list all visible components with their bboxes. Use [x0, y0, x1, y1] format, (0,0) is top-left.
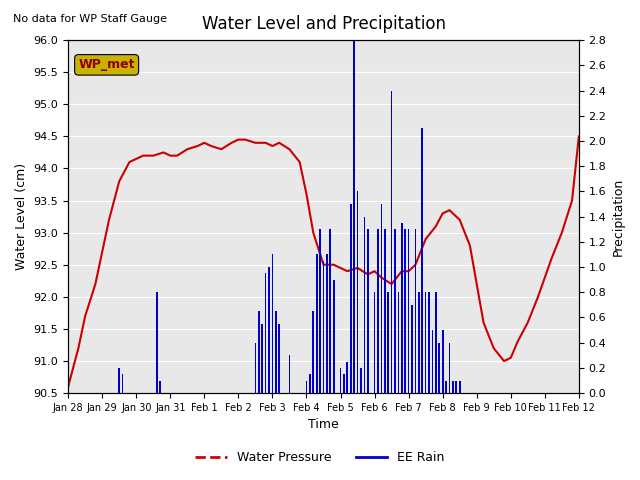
Bar	[408, 229, 410, 393]
Bar	[435, 292, 436, 393]
Bar	[118, 368, 120, 393]
Y-axis label: Water Level (cm): Water Level (cm)	[15, 163, 28, 270]
Water Pressure	[568, 198, 576, 204]
Title: Water Level and Precipitation: Water Level and Precipitation	[202, 15, 445, 33]
Bar	[330, 229, 331, 393]
Water Pressure	[507, 355, 515, 360]
Bar	[391, 91, 392, 393]
Bar	[445, 381, 447, 393]
Bar	[401, 223, 403, 393]
Bar	[275, 311, 276, 393]
Bar	[442, 330, 444, 393]
Bar	[343, 374, 345, 393]
Bar	[346, 361, 348, 393]
Bar	[312, 311, 314, 393]
Bar	[421, 128, 423, 393]
Bar	[397, 292, 399, 393]
Bar	[431, 330, 433, 393]
X-axis label: Time: Time	[308, 419, 339, 432]
Bar	[411, 305, 413, 393]
Bar	[452, 381, 454, 393]
Bar	[459, 381, 461, 393]
Bar	[364, 216, 365, 393]
Bar	[122, 374, 124, 393]
Bar	[374, 292, 376, 393]
Bar	[340, 368, 341, 393]
Bar	[159, 381, 161, 393]
Bar	[350, 204, 351, 393]
Water Pressure	[575, 133, 582, 139]
Bar	[394, 229, 396, 393]
Bar	[425, 292, 426, 393]
Bar	[415, 229, 416, 393]
Bar	[323, 261, 324, 393]
Bar	[278, 324, 280, 393]
Bar	[258, 311, 260, 393]
Water Pressure	[159, 150, 167, 156]
Bar	[356, 192, 358, 393]
Bar	[381, 204, 382, 393]
Bar	[353, 40, 355, 393]
Bar	[316, 254, 317, 393]
Bar	[387, 292, 389, 393]
Bar	[271, 254, 273, 393]
Bar	[326, 254, 328, 393]
Bar	[156, 292, 157, 393]
Text: WP_met: WP_met	[78, 59, 135, 72]
Water Pressure	[99, 249, 106, 255]
Bar	[449, 343, 451, 393]
Water Pressure	[194, 143, 202, 149]
Bar	[438, 343, 440, 393]
Bar	[309, 374, 311, 393]
Bar	[255, 343, 256, 393]
Bar	[360, 368, 362, 393]
Bar	[289, 355, 291, 393]
Bar	[306, 381, 307, 393]
Bar	[384, 229, 386, 393]
Water Pressure	[371, 268, 378, 274]
Text: No data for WP Staff Gauge: No data for WP Staff Gauge	[13, 14, 167, 24]
Bar	[418, 292, 420, 393]
Bar	[377, 229, 379, 393]
Water Pressure	[64, 384, 72, 390]
Bar	[333, 280, 335, 393]
Bar	[265, 273, 266, 393]
Bar	[268, 267, 270, 393]
Line: Water Pressure: Water Pressure	[68, 136, 579, 387]
Bar	[456, 381, 457, 393]
Legend: Water Pressure, EE Rain: Water Pressure, EE Rain	[190, 446, 450, 469]
Bar	[261, 324, 263, 393]
Bar	[404, 229, 406, 393]
Bar	[319, 229, 321, 393]
Y-axis label: Precipitation: Precipitation	[612, 178, 625, 256]
Bar	[428, 292, 430, 393]
Bar	[367, 229, 369, 393]
